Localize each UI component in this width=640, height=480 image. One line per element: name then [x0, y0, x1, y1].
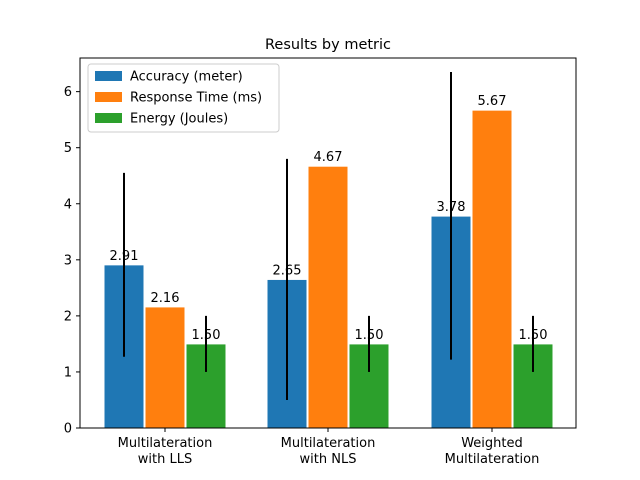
y-tick-label: 0	[64, 422, 72, 437]
y-tick-label: 2	[64, 309, 72, 324]
legend-box	[87, 63, 280, 133]
data-label-1-1: 2.91	[110, 249, 139, 264]
bar-2-1	[144, 306, 186, 429]
error-bars-layer	[123, 72, 534, 400]
data-label-3-2: 1.50	[355, 328, 384, 343]
y-tick-label: 1	[64, 365, 72, 380]
data-label-2-1: 2.16	[151, 291, 180, 306]
y-tick-label: 6	[64, 85, 72, 100]
y-tick-label: 5	[64, 141, 72, 156]
legend-label-3: Energy (Joules)	[130, 112, 228, 127]
legend-swatch-1	[95, 71, 122, 81]
data-label-2-2: 4.67	[314, 150, 343, 165]
legend-label-1: Accuracy (meter)	[130, 70, 243, 85]
data-label-1-3: 3.78	[437, 200, 466, 215]
y-tick-label: 4	[64, 197, 72, 212]
legend-swatch-3	[95, 113, 122, 123]
bar-2-3	[471, 109, 513, 429]
x-tick-label: with LLS	[138, 452, 192, 467]
x-tick-label: Multilateration	[281, 436, 376, 451]
data-label-3-1: 1.50	[192, 328, 221, 343]
legend: Accuracy (meter) Response Time (ms) Energy…	[87, 63, 280, 133]
x-tick-label: Multilateration	[118, 436, 213, 451]
y-axis: 0 1 2 3 4 5 6	[64, 85, 80, 437]
x-tick-label: Weighted	[461, 436, 523, 451]
x-tick-label: with NLS	[300, 452, 357, 467]
y-tick-label: 3	[64, 253, 72, 268]
legend-swatch-2	[95, 92, 122, 102]
bar-2-2	[307, 165, 349, 429]
data-label-3-3: 1.50	[519, 328, 548, 343]
legend-label-2: Response Time (ms)	[130, 91, 262, 106]
data-labels-layer: 2.91 2.65 3.78 2.16 4.67 5.67 1.50 1.50 1.50	[110, 94, 548, 343]
x-tick-label: Multilateration	[445, 452, 540, 467]
data-label-2-3: 5.67	[478, 94, 507, 109]
chart-title: Results by metric	[265, 37, 391, 53]
data-label-1-2: 2.65	[273, 263, 302, 278]
